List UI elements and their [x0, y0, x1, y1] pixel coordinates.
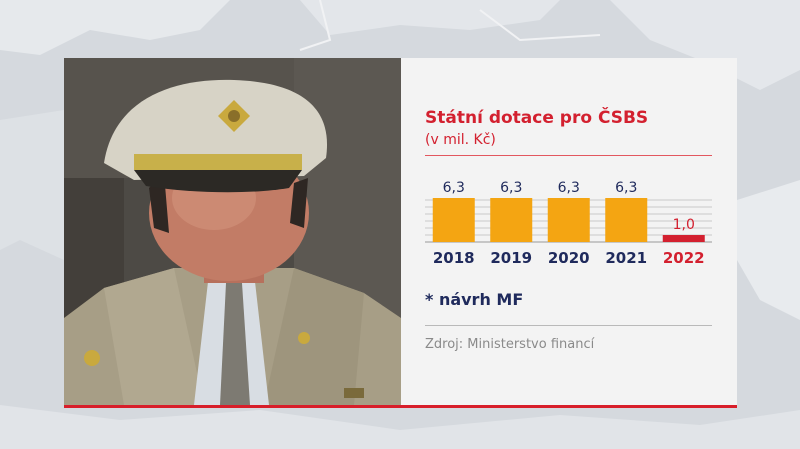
value-label-2019: 6,3: [500, 180, 522, 196]
bar-chart: 6,3 2018 6,3 2019 6,3 2020 6,3 2021 1,0 2022: [425, 180, 712, 267]
bar-2020: [547, 198, 590, 242]
value-label-2020: 6,3: [558, 180, 580, 196]
source-divider: [425, 325, 712, 326]
category-label-2022: 2022: [663, 249, 705, 267]
value-label-2021: 6,3: [615, 180, 637, 196]
title-divider: [425, 155, 712, 156]
category-label-2020: 2020: [548, 249, 590, 267]
value-label-2018: 6,3: [443, 180, 465, 196]
uniformed-man-photo: [64, 58, 401, 405]
category-label-2019: 2019: [490, 249, 532, 267]
footnote: * návrh MF: [425, 290, 524, 309]
info-panel: Státní dotace pro ČSBS (v mil. Kč) 6,3 20…: [401, 58, 737, 405]
bottom-accent-line: [64, 405, 737, 408]
chart-title: Státní dotace pro ČSBS: [425, 108, 649, 128]
value-label-2022: 1,0: [673, 217, 695, 233]
bar-2018: [432, 198, 475, 242]
chart-subtitle: (v mil. Kč): [425, 132, 496, 148]
category-label-2018: 2018: [433, 249, 475, 267]
bar-2021: [605, 198, 648, 242]
bar-2019: [490, 198, 533, 242]
category-label-2021: 2021: [605, 249, 647, 267]
source-credit: Zdroj: Ministerstvo financí: [425, 337, 595, 352]
photo-panel: [64, 58, 401, 405]
bar-2022: [662, 235, 705, 242]
